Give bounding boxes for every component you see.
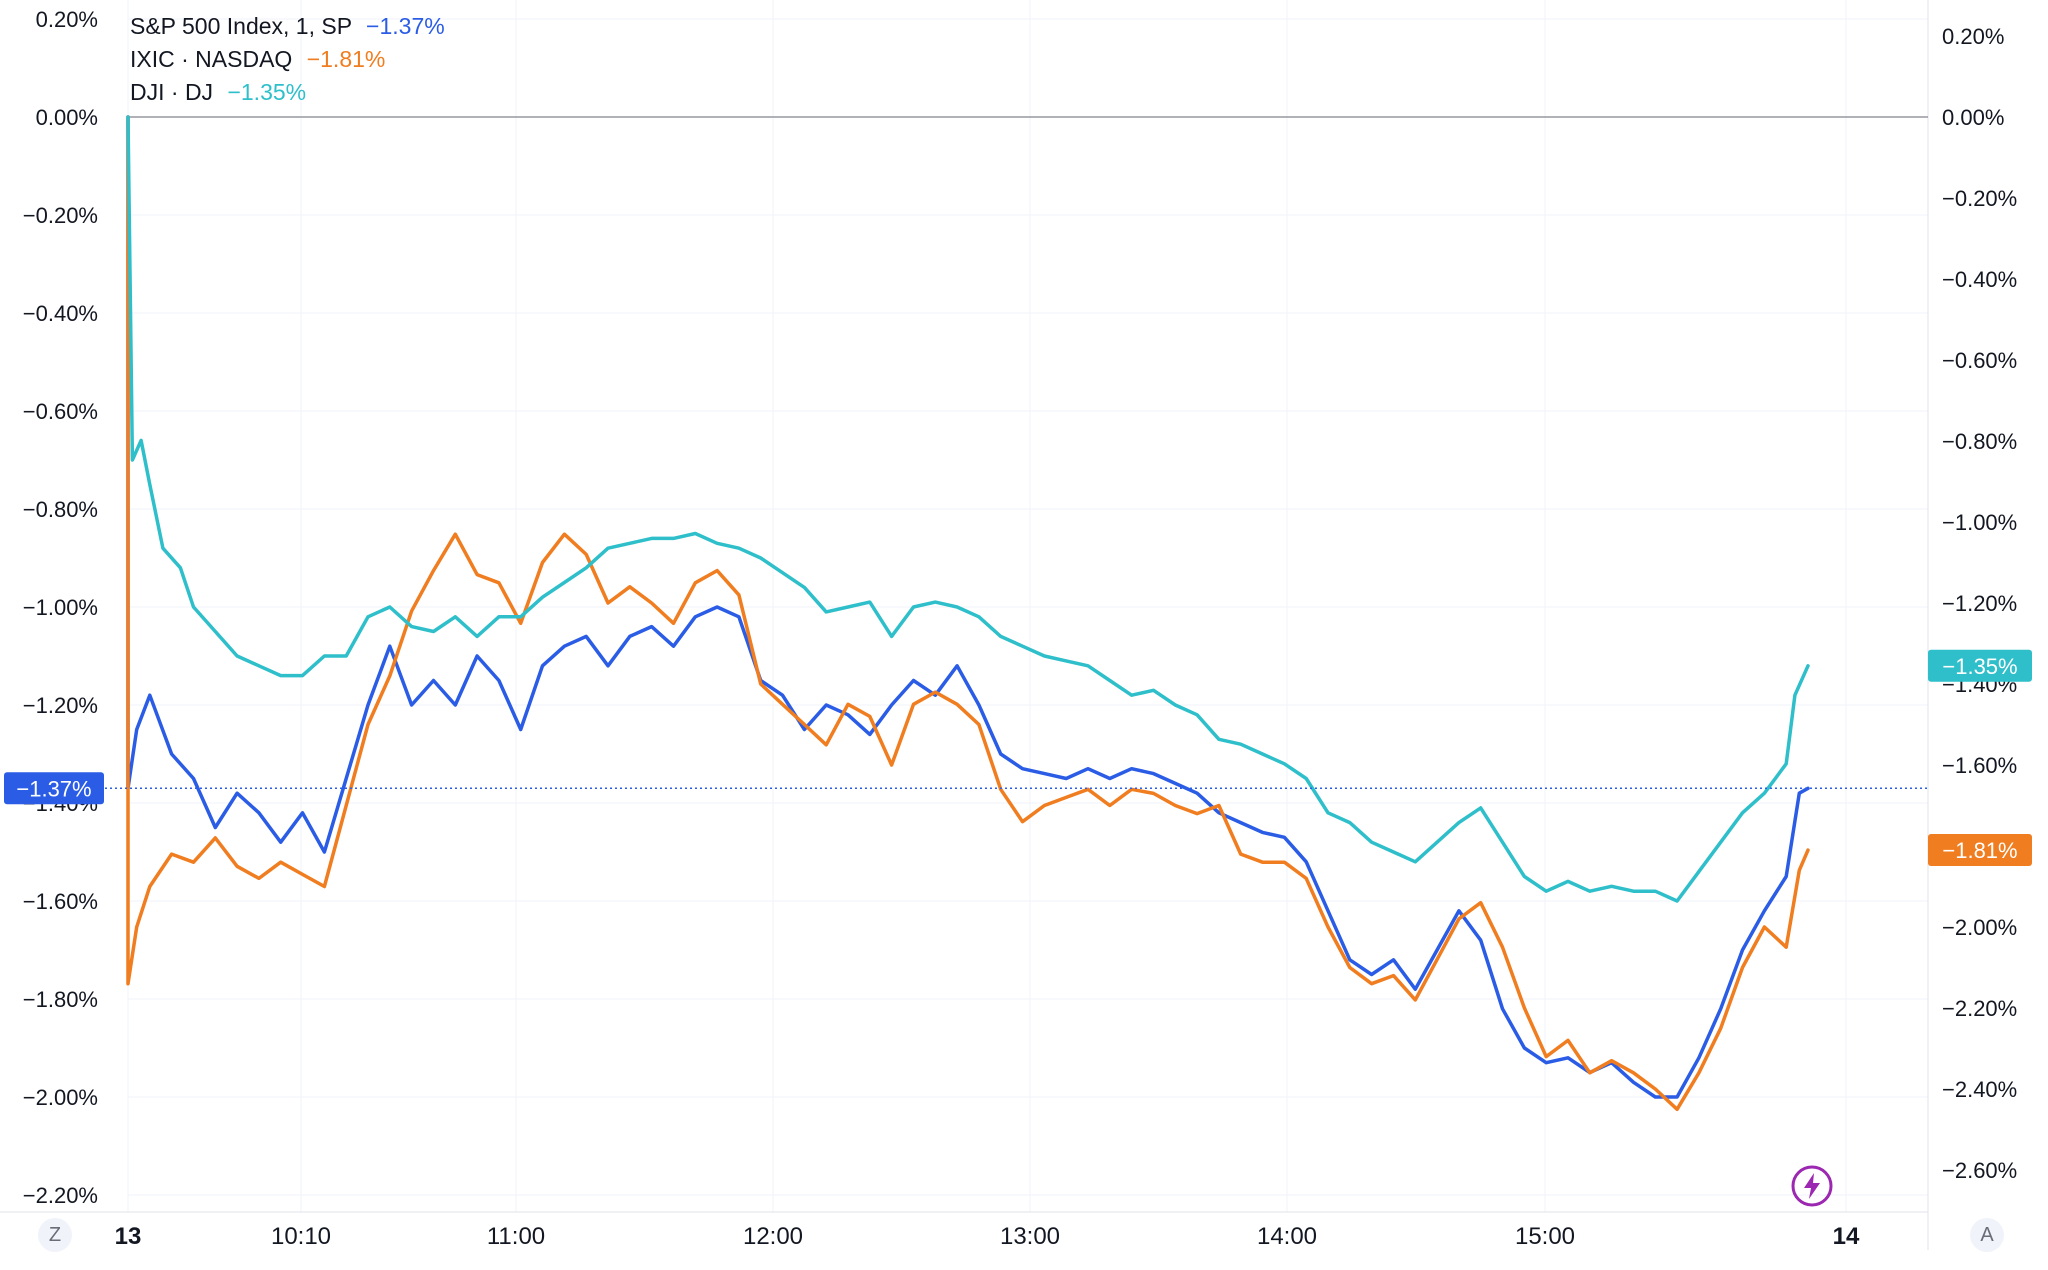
right-tick-label: 0.00% bbox=[1942, 105, 2004, 130]
legend-label: S&P 500 Index, 1, SP bbox=[130, 13, 352, 39]
left-tick-label: −1.80% bbox=[23, 987, 98, 1012]
left-tick-label: −0.40% bbox=[23, 301, 98, 326]
x-tick-label: 14 bbox=[1833, 1223, 1860, 1250]
timezone-button[interactable]: Z bbox=[38, 1218, 72, 1252]
left-tick-label: 0.00% bbox=[36, 105, 98, 130]
legend-item-nasdaq[interactable]: IXIC · NASDAQ −1.81% bbox=[130, 43, 445, 76]
grid bbox=[0, 0, 1929, 1250]
left-tick-label: −0.60% bbox=[23, 399, 98, 424]
x-tick-label: 10:10 bbox=[271, 1223, 331, 1250]
x-tick-label: 15:00 bbox=[1515, 1223, 1575, 1250]
right-tick-label: −2.00% bbox=[1942, 915, 2017, 940]
right-tick-label: −1.20% bbox=[1942, 591, 2017, 616]
legend-item-dji[interactable]: DJI · DJ −1.35% bbox=[130, 76, 445, 109]
x-tick-label: 12:00 bbox=[743, 1223, 803, 1250]
right-tick-label: −1.60% bbox=[1942, 753, 2017, 778]
series-line bbox=[126, 115, 1810, 903]
legend-value: −1.35% bbox=[227, 79, 307, 105]
legend-label: IXIC · NASDAQ bbox=[130, 46, 293, 72]
right-tick-label: −1.00% bbox=[1942, 510, 2017, 535]
left-tick-label: −0.20% bbox=[23, 203, 98, 228]
price-tag bbox=[1928, 834, 2032, 867]
left-tick-label: −1.20% bbox=[23, 693, 98, 718]
legend-label: DJI · DJ bbox=[130, 79, 214, 105]
left-tick-label: −1.60% bbox=[23, 889, 98, 914]
axes: 0.20% 0.00% −0.20% −0.40% −0.60% −0.80% −1.00%… bbox=[23, 7, 2017, 1250]
x-tick-label: 14:00 bbox=[1257, 1223, 1317, 1250]
x-tick-label: 11:00 bbox=[487, 1223, 545, 1250]
x-tick-label: 13:00 bbox=[1000, 1223, 1060, 1250]
auto-scale-button[interactable]: A bbox=[1970, 1218, 2004, 1252]
price-tag-label: −1.81% bbox=[1942, 838, 2017, 863]
x-tick-label: 13 bbox=[115, 1223, 142, 1250]
right-tick-label: −2.40% bbox=[1942, 1077, 2017, 1102]
legend: S&P 500 Index, 1, SP −1.37% IXIC · NASDA… bbox=[130, 10, 445, 109]
right-tick-label: −0.80% bbox=[1942, 429, 2017, 454]
price-tag bbox=[1928, 649, 2032, 682]
lightning-icon[interactable] bbox=[1790, 1164, 1834, 1208]
price-tag-label: −1.37% bbox=[16, 776, 91, 801]
series-line bbox=[126, 115, 1810, 1099]
right-tick-label: −2.20% bbox=[1942, 996, 2017, 1021]
left-tick-label: −2.20% bbox=[23, 1183, 98, 1208]
legend-value: −1.81% bbox=[306, 46, 386, 72]
right-tick-label: 0.20% bbox=[1942, 24, 2004, 49]
left-tick-label: 0.20% bbox=[36, 7, 98, 32]
right-tick-label: −0.60% bbox=[1942, 348, 2017, 373]
price-tag bbox=[4, 772, 104, 805]
series-line bbox=[126, 115, 1810, 1112]
left-tick-label: −1.00% bbox=[23, 595, 98, 620]
left-tick-label: −0.80% bbox=[23, 497, 98, 522]
legend-value: −1.37% bbox=[366, 13, 445, 39]
right-tick-label: −0.20% bbox=[1942, 186, 2017, 211]
series-lines bbox=[95, 115, 1928, 1112]
right-tick-label: −0.40% bbox=[1942, 267, 2017, 292]
legend-item-sp500[interactable]: S&P 500 Index, 1, SP −1.37% bbox=[130, 10, 445, 43]
right-tick-label: −2.60% bbox=[1942, 1158, 2017, 1183]
price-tag-label: −1.35% bbox=[1942, 654, 2017, 679]
left-tick-label: −2.00% bbox=[23, 1085, 98, 1110]
price-tags: −1.37% −1.35% −1.81% bbox=[4, 649, 2032, 867]
